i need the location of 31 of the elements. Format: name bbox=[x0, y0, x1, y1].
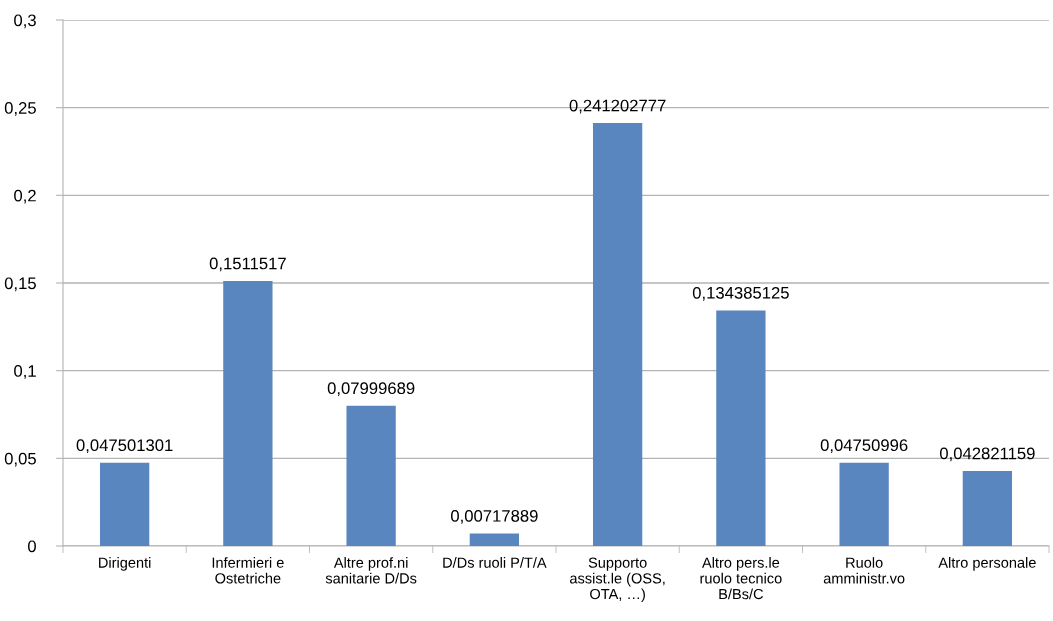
bar bbox=[223, 280, 273, 546]
y-tick-label: 0,1 bbox=[14, 365, 36, 379]
bar bbox=[716, 310, 766, 546]
data-label: 0,1511517 bbox=[209, 257, 286, 272]
bar bbox=[962, 470, 1013, 546]
x-tick-label: Ruolo amministr.vo bbox=[823, 557, 905, 584]
x-tick-label: Dirigenti bbox=[99, 557, 151, 571]
bar bbox=[346, 405, 396, 546]
y-tick-label: 0,25 bbox=[4, 102, 36, 116]
bar bbox=[839, 462, 889, 546]
data-label: 0,134385125 bbox=[692, 286, 789, 301]
data-label: 0,07999689 bbox=[327, 382, 415, 397]
y-tick-label: 0,05 bbox=[4, 452, 36, 467]
data-label: 0,047501301 bbox=[76, 439, 173, 454]
data-label: 0,04750996 bbox=[820, 439, 908, 454]
y-tick-label: 0,2 bbox=[14, 189, 36, 204]
data-label: 0,00717889 bbox=[451, 509, 538, 524]
data-label: 0,241202777 bbox=[569, 99, 666, 114]
x-tick-label: Supporto assist.le (OSS, OTA, …) bbox=[570, 557, 665, 603]
bar bbox=[99, 462, 150, 546]
x-tick-label: Infermieri e Ostetriche bbox=[212, 557, 284, 584]
y-tick-label: 0 bbox=[27, 540, 36, 553]
x-tick-label: Altre prof.ni sanitarie D/Ds bbox=[325, 557, 417, 584]
y-tick-label: 0,15 bbox=[4, 277, 36, 292]
x-tick-label: Altro personale bbox=[938, 557, 1036, 571]
data-label: 0,042821159 bbox=[939, 447, 1035, 462]
bar bbox=[592, 123, 643, 546]
x-tick-label: Altro pers.le ruolo tecnico B/Bs/C bbox=[700, 557, 782, 600]
bar bbox=[469, 533, 520, 546]
y-tick-label: 0,3 bbox=[14, 14, 36, 29]
x-tick-label: D/Ds ruoli P/T/A bbox=[443, 557, 547, 568]
